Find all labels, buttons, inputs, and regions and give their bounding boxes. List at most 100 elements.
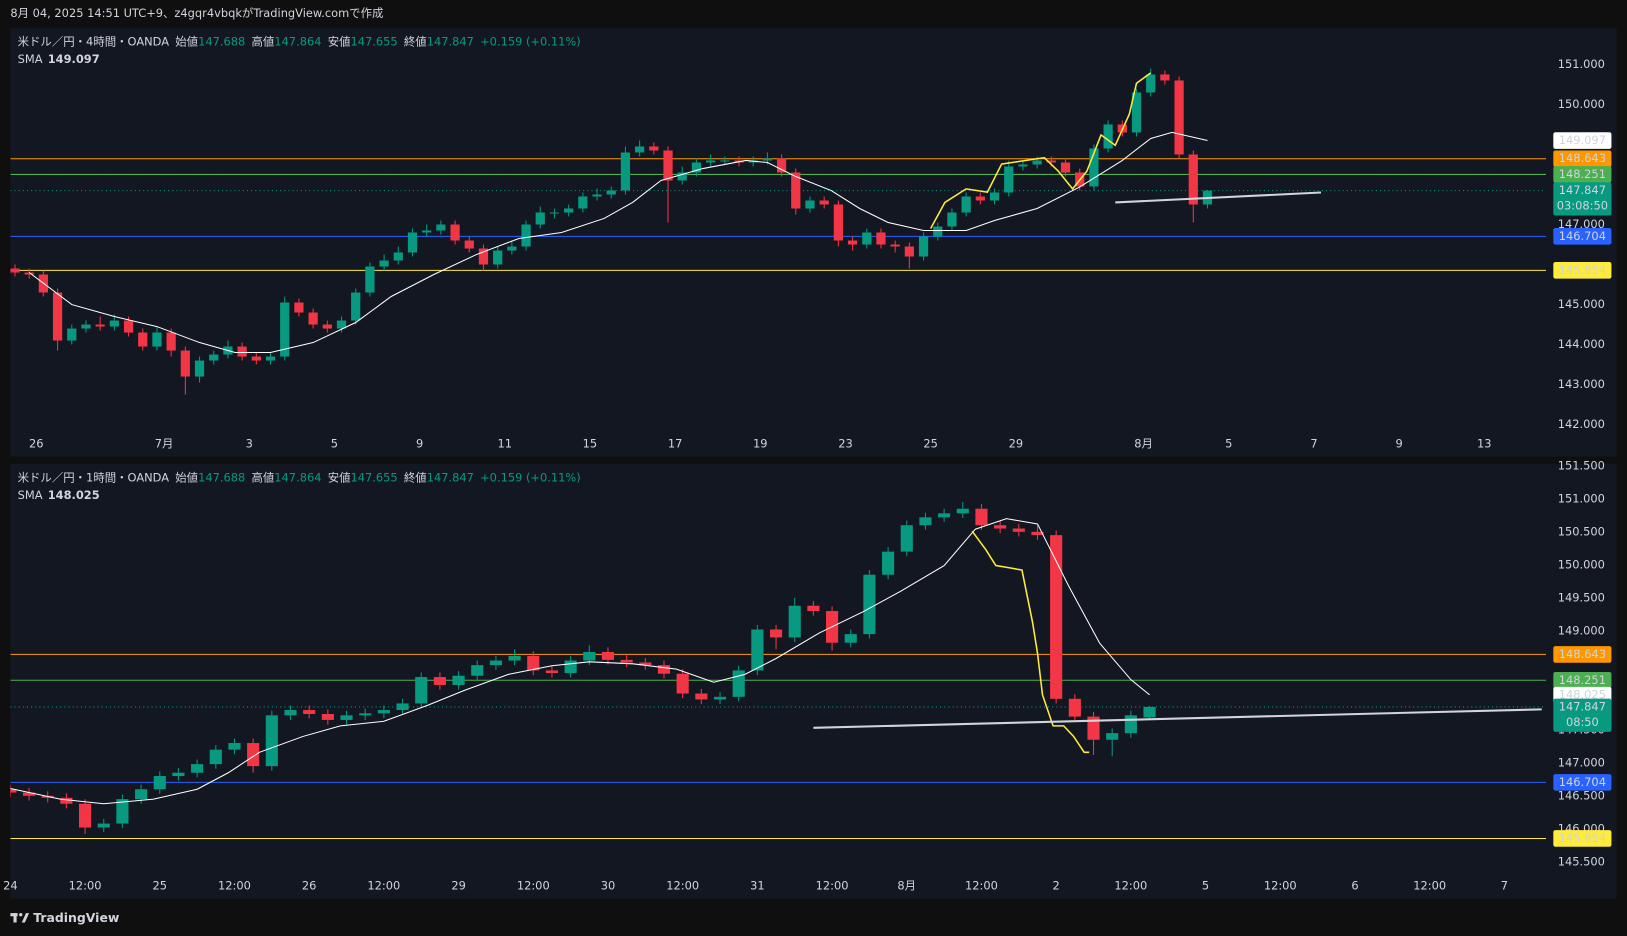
candle-body	[209, 749, 222, 765]
candle-body	[10, 789, 17, 793]
candle-body	[904, 246, 914, 257]
candle-body	[933, 226, 943, 237]
candle-body	[564, 660, 577, 674]
sma-line	[28, 131, 1208, 354]
brand-logo	[10, 913, 30, 923]
candle-body	[578, 196, 588, 209]
candle-body	[847, 240, 858, 245]
legend-symbol: 米ドル／円・1時間・OANDA	[18, 470, 170, 484]
level-label-bg	[1553, 262, 1612, 279]
legend-field-value: 147.847	[427, 34, 474, 48]
candle-body	[1103, 124, 1113, 149]
candle-body	[592, 194, 602, 197]
x-tick-label: 12:00	[218, 879, 251, 893]
x-tick-label: 7	[1310, 437, 1317, 451]
candle-body	[471, 665, 484, 676]
x-tick-label: 19	[753, 437, 768, 451]
candle-body	[1087, 716, 1100, 740]
candle-body	[900, 525, 913, 552]
legend-field-label: 始値	[175, 34, 198, 48]
candle-body	[52, 292, 63, 341]
x-tick-label: 7月	[155, 437, 174, 451]
candle-body	[807, 605, 820, 612]
pane-background	[10, 28, 1617, 457]
x-tick-label: 12:00	[666, 879, 699, 893]
x-tick-label: 26	[29, 437, 44, 451]
candle-body	[1106, 733, 1119, 740]
candle-body	[393, 252, 403, 261]
candle-body	[247, 743, 260, 767]
x-tick-label: 7	[1501, 879, 1508, 893]
y-tick-label: 144.000	[1558, 337, 1605, 351]
sma-price-label-bg	[1553, 132, 1612, 149]
candle-body	[620, 152, 631, 191]
candle-body	[228, 743, 241, 750]
x-tick-label: 29	[1009, 437, 1024, 451]
legend-field-value: 147.655	[351, 34, 398, 48]
candle-body	[751, 629, 764, 671]
legend-field-label: 終値	[404, 34, 427, 48]
x-tick-label: 15	[583, 437, 598, 451]
y-tick-label: 150.000	[1558, 557, 1605, 571]
candle-body	[478, 248, 489, 265]
level-label-bg	[1553, 830, 1612, 847]
candle-body	[464, 240, 474, 249]
level-label-bg	[1553, 671, 1612, 689]
level-label: 148.643	[1559, 151, 1606, 165]
candle-body	[545, 670, 559, 674]
caption: 8月 04, 2025 14:51 UTC+9、z4gqr4vbqkがTradi…	[10, 6, 383, 20]
candle-body	[24, 272, 34, 275]
candle-body	[705, 160, 716, 163]
candle-body	[776, 158, 787, 173]
candle-body	[890, 244, 900, 247]
candle-body	[1143, 706, 1156, 718]
candle-body	[322, 324, 332, 329]
candle-body	[918, 236, 929, 257]
candle-body	[691, 162, 702, 173]
candle-body	[95, 324, 105, 327]
candle-body	[303, 710, 316, 714]
candle-body	[762, 158, 773, 161]
level-label: 148.251	[1559, 673, 1606, 687]
level-label-bg	[1553, 646, 1612, 663]
candle-body	[67, 328, 77, 341]
candle-body	[805, 200, 815, 209]
candle-body	[1060, 162, 1071, 173]
x-tick-label: 9	[1396, 437, 1403, 451]
legend-field-value: 147.688	[198, 470, 245, 484]
candle-body	[1050, 535, 1063, 699]
candle-body	[791, 172, 801, 209]
candle-body	[1188, 154, 1198, 205]
x-tick-label: 24	[3, 879, 18, 893]
candle-body	[1018, 164, 1028, 167]
candle-body	[938, 513, 951, 518]
candle-body	[1131, 92, 1142, 133]
x-tick-label: 8月	[897, 879, 916, 893]
brand-name: TradingView	[33, 910, 120, 925]
y-tick-label: 142.000	[1558, 417, 1605, 431]
candle-body	[862, 232, 872, 245]
candle-body	[396, 703, 409, 711]
last-price-label: 147.847	[1559, 699, 1606, 713]
legend-field-value: 147.688	[198, 34, 245, 48]
y-tick-label: 151.000	[1558, 57, 1605, 71]
legend-field-value: 147.864	[274, 470, 321, 484]
candle-body	[153, 776, 166, 790]
candle-body	[919, 517, 932, 526]
candle-body	[1160, 74, 1170, 81]
legend-sma: SMA 148.025	[18, 487, 100, 501]
chart-pane: 151.000 150.000 147.000 145.000 144.000 143.0…	[10, 28, 1617, 457]
x-tick-label: 12:00	[1114, 879, 1147, 893]
pane-background	[10, 463, 1617, 899]
candle-body	[956, 508, 969, 514]
sma-label: SMA	[18, 487, 43, 501]
candle-body	[947, 212, 957, 227]
candle-body	[788, 605, 801, 638]
candle-body	[433, 677, 446, 685]
candle-body	[876, 232, 886, 245]
x-tick-label: 6	[1351, 879, 1358, 893]
candle-body	[265, 356, 276, 361]
x-tick-label: 12:00	[1413, 879, 1446, 893]
x-tick-label: 5	[1202, 879, 1209, 893]
legend-field-value: 147.655	[351, 470, 398, 484]
